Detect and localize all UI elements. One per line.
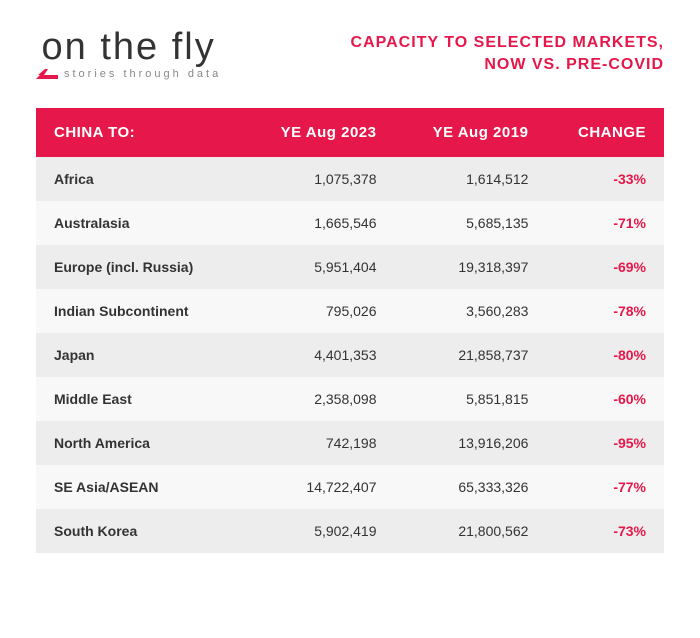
cell-2023: 5,951,404	[239, 245, 391, 289]
cell-region: Middle East	[36, 377, 239, 421]
cell-region: Indian Subcontinent	[36, 289, 239, 333]
cell-2019: 1,614,512	[391, 157, 543, 201]
cell-2023: 742,198	[239, 421, 391, 465]
cell-region: Africa	[36, 157, 239, 201]
cell-change: -71%	[542, 201, 664, 245]
table-header-row: CHINA TO: YE Aug 2023 YE Aug 2019 CHANGE	[36, 108, 664, 157]
cell-2023: 1,075,378	[239, 157, 391, 201]
plane-tail-icon	[36, 69, 58, 79]
table-row: North America742,19813,916,206-95%	[36, 421, 664, 465]
cell-region: SE Asia/ASEAN	[36, 465, 239, 509]
cell-2023: 14,722,407	[239, 465, 391, 509]
cell-2019: 3,560,283	[391, 289, 543, 333]
cell-2023: 795,026	[239, 289, 391, 333]
table-row: SE Asia/ASEAN14,722,40765,333,326-77%	[36, 465, 664, 509]
table-header: CHINA TO: YE Aug 2023 YE Aug 2019 CHANGE	[36, 108, 664, 157]
cell-region: Australasia	[36, 201, 239, 245]
cell-change: -60%	[542, 377, 664, 421]
chart-title: CAPACITY TO SELECTED MARKETS, NOW VS. PR…	[351, 32, 664, 77]
cell-2023: 4,401,353	[239, 333, 391, 377]
cell-region: Europe (incl. Russia)	[36, 245, 239, 289]
cell-change: -95%	[542, 421, 664, 465]
table-row: Australasia1,665,5465,685,135-71%	[36, 201, 664, 245]
cell-2019: 21,800,562	[391, 509, 543, 553]
table-row: Europe (incl. Russia)5,951,40419,318,397…	[36, 245, 664, 289]
cell-2023: 5,902,419	[239, 509, 391, 553]
cell-2019: 19,318,397	[391, 245, 543, 289]
cell-change: -73%	[542, 509, 664, 553]
cell-change: -77%	[542, 465, 664, 509]
table-row: South Korea5,902,41921,800,562-73%	[36, 509, 664, 553]
cell-change: -33%	[542, 157, 664, 201]
cell-2023: 1,665,546	[239, 201, 391, 245]
cell-2019: 65,333,326	[391, 465, 543, 509]
cell-change: -78%	[542, 289, 664, 333]
col-header-change: CHANGE	[542, 108, 664, 157]
cell-2023: 2,358,098	[239, 377, 391, 421]
chart-title-line1: CAPACITY TO SELECTED MARKETS,	[351, 32, 664, 54]
brand-logo-text: on the fly	[42, 28, 216, 66]
table-row: Africa1,075,3781,614,512-33%	[36, 157, 664, 201]
cell-region: Japan	[36, 333, 239, 377]
cell-change: -69%	[542, 245, 664, 289]
chart-title-line2: NOW VS. PRE-COVID	[351, 54, 664, 76]
cell-2019: 21,858,737	[391, 333, 543, 377]
col-header-2019: YE Aug 2019	[391, 108, 543, 157]
cell-change: -80%	[542, 333, 664, 377]
cell-region: North America	[36, 421, 239, 465]
table-row: Indian Subcontinent795,0263,560,283-78%	[36, 289, 664, 333]
brand-tagline-row: stories through data	[36, 68, 221, 80]
table-row: Japan4,401,35321,858,737-80%	[36, 333, 664, 377]
table-body: Africa1,075,3781,614,512-33%Australasia1…	[36, 157, 664, 553]
col-header-region: CHINA TO:	[36, 108, 239, 157]
brand-tagline: stories through data	[64, 68, 221, 80]
cell-2019: 13,916,206	[391, 421, 543, 465]
capacity-table: CHINA TO: YE Aug 2023 YE Aug 2019 CHANGE…	[36, 108, 664, 553]
table-row: Middle East2,358,0985,851,815-60%	[36, 377, 664, 421]
cell-2019: 5,851,815	[391, 377, 543, 421]
brand-logo: on the fly stories through data	[36, 28, 221, 80]
header: on the fly stories through data CAPACITY…	[36, 28, 664, 80]
cell-region: South Korea	[36, 509, 239, 553]
col-header-2023: YE Aug 2023	[239, 108, 391, 157]
cell-2019: 5,685,135	[391, 201, 543, 245]
